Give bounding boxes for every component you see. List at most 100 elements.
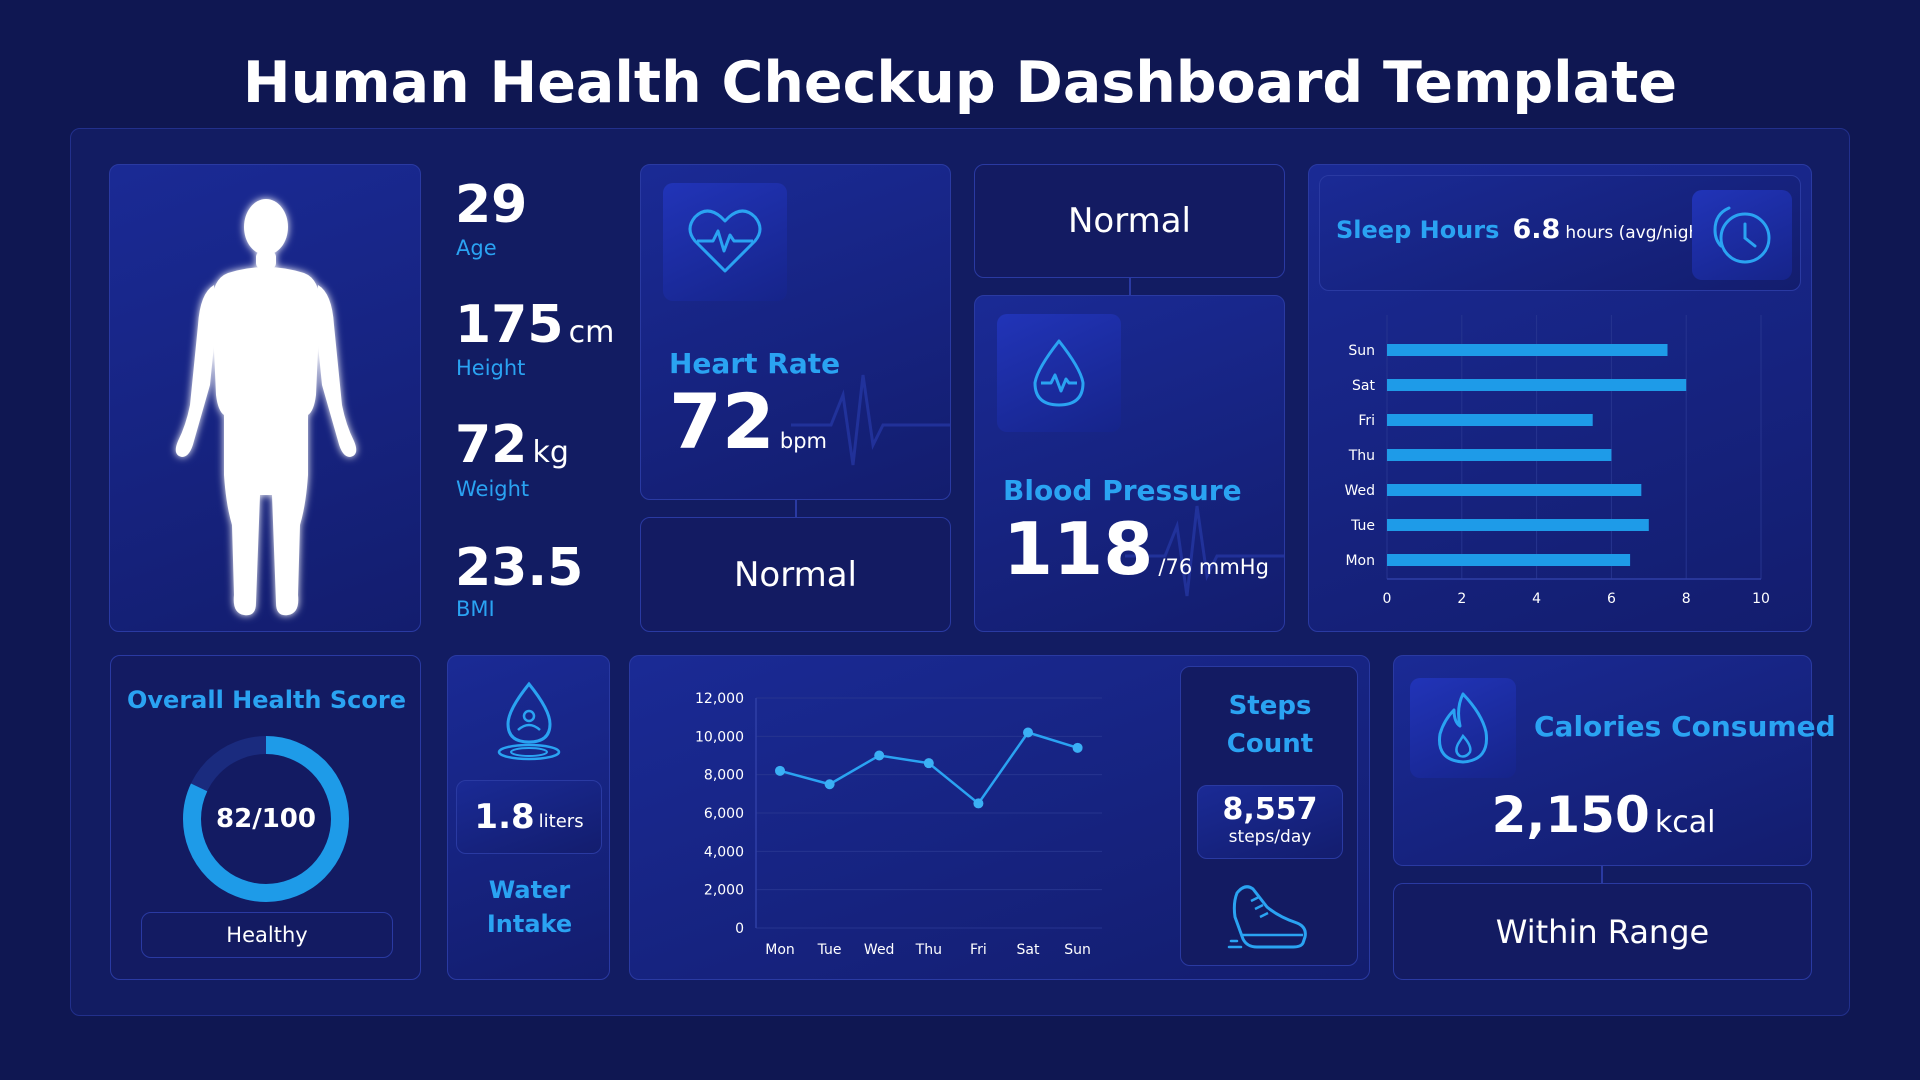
bp-connector [1129,278,1131,296]
sleep-label: Sleep Hours [1336,216,1500,244]
steps-line-chart: 0 2,000 4,000 6,000 8,000 10,000 12,000 Mon Tue W… [695,691,1102,958]
sleep-y-tick-label: Fri [1358,413,1375,429]
water-intake-panel: 1.8 liters Water Intake [447,655,610,980]
water-label-line2: Intake [486,910,573,938]
water-person-icon [497,681,561,761]
bp-icon-tile [997,314,1121,432]
heart-rate-row: 72 bpm [669,377,827,488]
calories-unit: kcal [1654,805,1716,840]
steps-y-tick-label: 4,000 [704,844,744,860]
steps-label-line1: Steps [1228,691,1312,721]
heart-connector [795,500,797,518]
heart-rate-value: 72 [669,377,775,466]
overall-score-panel: Overall Health Score 82/100 Healthy [110,655,421,980]
sleep-bar-sat [1387,379,1687,391]
blood-pressure-systolic: 118 [1003,507,1154,591]
blood-pressure-rest: /76 mmHg [1158,555,1269,579]
sleep-unit: hours (avg/night) [1565,223,1713,243]
overall-score-label: Overall Health Score [127,686,406,714]
sleep-y-tick-label: Mon [1345,553,1375,569]
sleep-y-tick-label: Wed [1344,483,1375,499]
sleep-y-tick-label: Tue [1350,518,1375,534]
steps-x-tick-label: Tue [817,942,842,958]
water-value: 1.8 [474,797,535,837]
heart-rate-status: Normal [640,517,951,632]
steps-point-mon [775,765,785,776]
weight-unit: kg [532,435,569,470]
water-unit: liters [538,810,584,832]
height-row: 175 cm [455,295,614,367]
heart-pulse-icon [688,209,762,273]
steps-x-tick-label: Fri [970,942,987,958]
sleep-x-tick-label: 10 [1752,591,1770,607]
score-donut [183,736,349,902]
bmi-label: BMI [456,597,495,621]
sleep-x-tick-label: 6 [1607,591,1616,607]
height-unit: cm [568,315,615,350]
steps-side-panel: Steps Count 8,557 steps/day [1180,666,1358,966]
sleep-header-row: Sleep Hours 6.8 hours (avg/night) [1336,214,1713,245]
sleep-header: Sleep Hours 6.8 hours (avg/night) [1319,175,1801,291]
calories-label: Calories Consumed [1534,710,1836,743]
steps-value: 8,557 [1222,792,1318,827]
steps-point-sat [1023,727,1033,738]
flame-icon [1437,692,1489,764]
sleep-bar-tue [1387,519,1649,531]
steps-x-tick-label: Sat [1017,942,1040,958]
steps-y-tick-label: 2,000 [704,883,744,899]
steps-value-box: 8,557 steps/day [1197,785,1343,859]
weight-label: Weight [456,477,530,501]
calories-panel: Calories Consumed 2,150 kcal [1393,655,1836,866]
sleep-bar-fri [1387,414,1593,426]
bmi-value: 23.5 [455,538,584,598]
age-value: 29 [455,175,528,235]
overall-score-status: Healthy [141,912,393,958]
blood-pressure-row: 118 /76 mmHg [1003,504,1269,614]
sleep-value: 6.8 [1512,214,1561,245]
sleep-bar-wed [1387,484,1642,496]
ecg-background-line [791,374,950,466]
blood-pressure-panel: Blood Pressure 118 /76 mmHg [974,295,1285,632]
weight-row: 72 kg [455,415,569,487]
page-title: Human Health Checkup Dashboard Template [242,50,1678,116]
sleep-x-tick-label: 4 [1532,591,1541,607]
calories-icon-tile [1410,678,1516,778]
steps-y-tick-label: 10,000 [695,729,744,745]
steps-point-fri [973,798,984,809]
steps-panel: 0 2,000 4,000 6,000 8,000 10,000 12,000 Mon Tue W… [629,655,1370,980]
calories-connector [1601,866,1603,884]
score-donut-fill [183,736,349,902]
water-label-line1: Water [488,876,571,904]
shoe-icon [1227,885,1307,949]
heart-rate-panel: Heart Rate 72 bpm [640,164,951,500]
sleep-bar-mon [1387,554,1631,566]
steps-y-tick-label: 8,000 [704,768,744,784]
weight-value: 72 [455,415,528,475]
age-label: Age [456,236,497,260]
blood-pressure-status: Normal [974,164,1285,278]
steps-unit: steps/day [1228,827,1312,847]
steps-x-tick-label: Mon [765,942,795,958]
bp-ecg-background-line [1125,505,1284,597]
heart-rate-unit: bpm [779,429,827,453]
sleep-bar-chart: 0 2 4 6 8 10 Sun Sat Fri Thu Wed Tue Mon [1344,315,1770,607]
body-figure-panel [109,164,421,632]
steps-y-tick-label: 6,000 [704,806,744,822]
heart-rate-label: Heart Rate [669,347,841,380]
blood-drop-pulse-icon [1033,339,1085,407]
sleep-panel: Sleep Hours 6.8 hours (avg/night) 0 2 4 6 8 1… [1308,164,1812,632]
steps-point-tue [824,779,835,790]
steps-point-wed [874,750,885,761]
clock-moon-icon [1713,206,1771,264]
sleep-x-tick-label: 0 [1383,591,1392,607]
steps-point-sun [1072,742,1083,753]
steps-x-tick-label: Wed [864,942,895,958]
human-body-icon [175,199,357,616]
sleep-y-tick-label: Sun [1348,343,1375,359]
height-value: 175 [455,295,564,355]
height-label: Height [456,356,526,380]
sleep-x-tick-label: 2 [1457,591,1466,607]
sleep-y-tick-label: Thu [1348,448,1375,464]
sleep-bar-thu [1387,449,1612,461]
calories-value: 2,150 [1491,786,1650,844]
